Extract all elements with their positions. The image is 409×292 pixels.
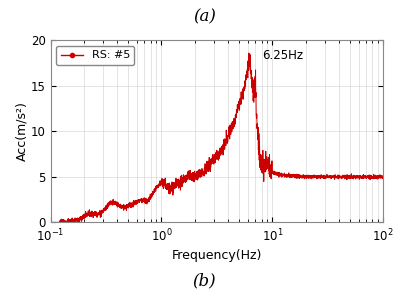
X-axis label: Frequency(Hz): Frequency(Hz): [172, 249, 262, 263]
Text: (a): (a): [193, 9, 216, 26]
Text: 6.25Hz: 6.25Hz: [262, 49, 303, 62]
Legend: RS: #5: RS: #5: [56, 46, 135, 65]
Text: (b): (b): [193, 272, 216, 289]
Y-axis label: Acc(m/s²): Acc(m/s²): [15, 102, 28, 161]
